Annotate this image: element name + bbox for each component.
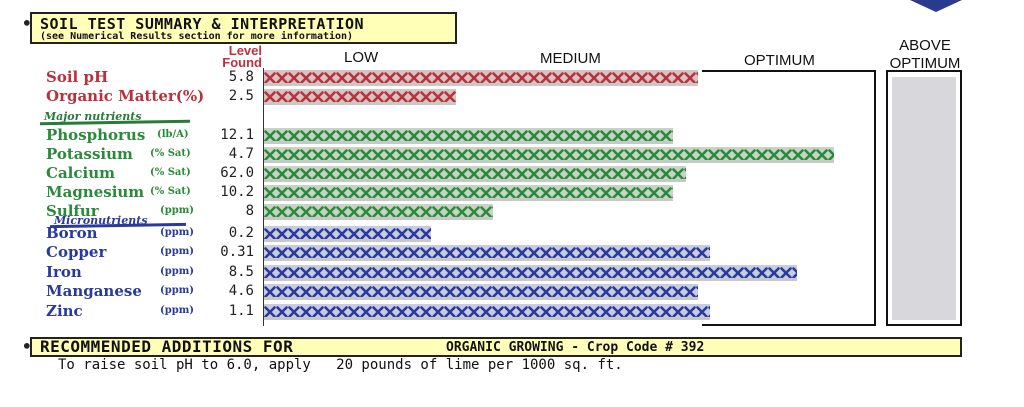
level-bar (264, 128, 673, 144)
row-label: Iron (46, 263, 82, 281)
row-label: Potassium (46, 145, 133, 163)
row-label: Magnesium (46, 183, 145, 201)
row-label: Calcium (46, 164, 115, 182)
row-value: 8 (245, 203, 254, 219)
above-optimum-zone (892, 77, 956, 320)
major-nutrients-label: Major nutrients (44, 110, 142, 123)
row-value: 12.1 (220, 127, 254, 143)
row-label: Organic Matter(%) (46, 87, 205, 105)
level-bar (264, 147, 834, 163)
level-bar (264, 304, 710, 320)
row-label: Soil pH (46, 68, 109, 86)
row-unit: (% Sat) (150, 148, 191, 159)
row-value: 8.5 (228, 264, 254, 280)
level-bar (264, 166, 686, 182)
header-subtitle: (see Numerical Results section for more … (40, 31, 354, 42)
header-title: SOIL TEST SUMMARY & INTERPRETATION (40, 15, 365, 33)
above-optimum-header: ABOVE OPTIMUM (889, 37, 961, 72)
row-label: Sulfur (46, 202, 99, 220)
scale-axis (263, 68, 264, 326)
level-bar (264, 245, 710, 261)
row-unit: (ppm) (160, 205, 195, 216)
row-label: Boron (46, 224, 98, 242)
row-value: 10.2 (220, 184, 254, 200)
level-bar (264, 284, 698, 300)
row-unit: (ppm) (160, 227, 195, 238)
row-value: 62.0 (220, 165, 254, 181)
row-unit: (lb/A) (157, 129, 189, 140)
level-bar (264, 265, 797, 281)
optimum-header: OPTIMUM (744, 52, 815, 69)
level-found-header: Level Found (222, 43, 262, 70)
row-label: Manganese (46, 282, 142, 300)
level-bar (264, 204, 493, 220)
row-unit: (ppm) (160, 266, 195, 277)
recommended-banner: RECOMMENDED ADDITIONS FOR ORGANIC GROWIN… (30, 337, 962, 357)
row-unit: (ppm) (160, 285, 195, 296)
row-value: 1.1 (228, 303, 254, 319)
low-header: LOW (344, 49, 379, 66)
row-unit: (% Sat) (150, 167, 191, 178)
row-unit: (ppm) (160, 246, 195, 257)
bullet-icon: • (22, 14, 32, 33)
row-value: 5.8 (228, 69, 254, 85)
corner-arrow-icon (910, 0, 962, 12)
recommendation-text: To raise soil pH to 6.0, apply 20 pounds… (58, 357, 623, 373)
crop-code: ORGANIC GROWING - Crop Code # 392 (446, 340, 705, 355)
row-label: Zinc (46, 302, 83, 320)
level-bar (264, 226, 431, 242)
bullet-icon: • (22, 337, 32, 356)
level-bar (264, 89, 456, 105)
row-value: 0.31 (220, 244, 254, 260)
summary-header: SOIL TEST SUMMARY & INTERPRETATION (see … (30, 12, 457, 44)
row-value: 4.7 (228, 146, 254, 162)
level-bar (264, 185, 673, 201)
row-unit: (% Sat) (150, 186, 191, 197)
above-optimum-frame (886, 70, 962, 326)
row-unit: (ppm) (160, 305, 195, 316)
row-value: 0.2 (228, 225, 254, 241)
recommended-title: RECOMMENDED ADDITIONS FOR (40, 337, 294, 356)
row-label: Phosphorus (46, 126, 146, 144)
row-value: 2.5 (228, 88, 254, 104)
optimum-frame (702, 70, 876, 326)
level-bar (264, 70, 698, 86)
row-value: 4.6 (228, 283, 254, 299)
row-label: Copper (46, 243, 107, 261)
medium-header: MEDIUM (540, 50, 601, 67)
